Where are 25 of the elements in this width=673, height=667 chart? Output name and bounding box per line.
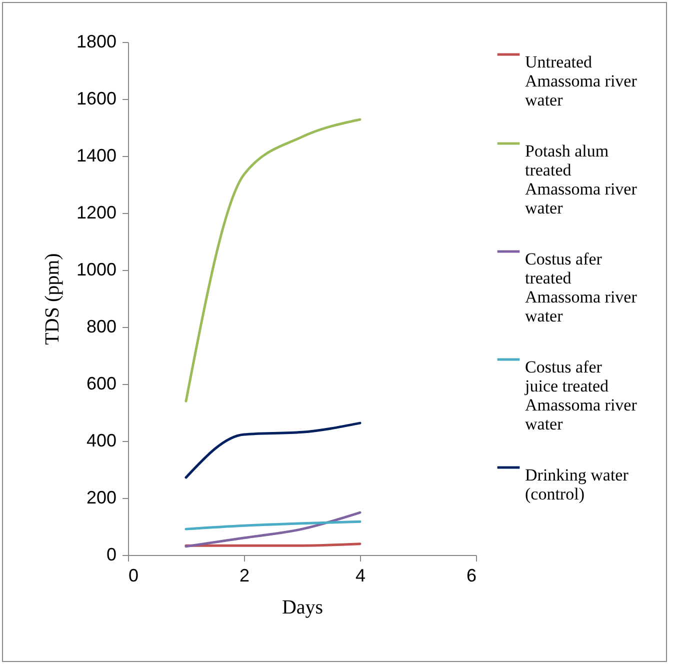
y-tick-label: 200 [86,488,116,508]
x-axis-title: Days [282,596,324,618]
line-series [184,118,362,402]
legend-label: Costus afer treated Amassoma river water [525,250,638,326]
y-tick-label: 400 [86,430,116,450]
y-tick-label: 1000 [76,260,116,280]
y-tick-label: 1400 [76,146,116,166]
x-tick-label: 4 [355,566,366,586]
line-series [184,511,362,548]
y-tick-label: 0 [106,544,116,564]
legend-label: Untreated Amassoma river water [525,52,638,110]
line-series [184,422,362,479]
y-tick-label: 1600 [76,88,116,108]
x-tick-label: 6 [466,566,476,586]
x-tick-label: 0 [128,566,139,586]
y-tick-label: 800 [86,316,116,336]
line-series [184,520,362,530]
y-axis-title: TDS (ppm) [41,253,64,345]
y-tick-label: 1800 [76,32,116,52]
legend-label: Potash alum treated Amassoma river water [525,142,638,218]
y-tick-label: 1200 [76,202,116,222]
y-tick-label: 600 [86,374,116,394]
legend-label: Drinking water (control) [525,466,629,504]
legend-label: Costus afer juice treated Amassoma river water [524,358,638,434]
x-tick-label: 2 [239,566,250,586]
